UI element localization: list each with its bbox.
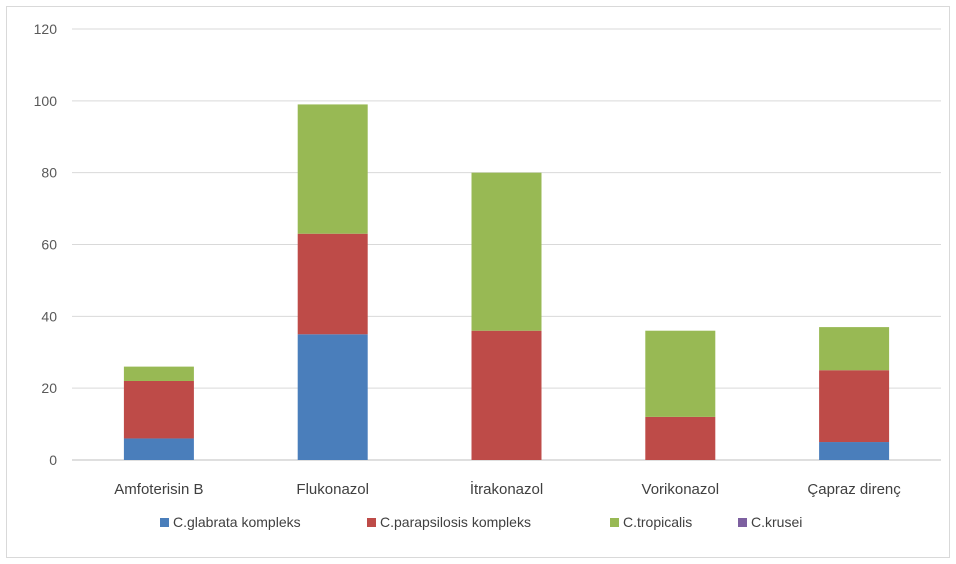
legend-swatch	[367, 518, 376, 527]
x-tick-label: İtrakonazol	[470, 480, 543, 498]
bar-segment	[297, 104, 368, 234]
legend-label: C.parapsilosis kompleks	[380, 514, 531, 530]
bar-segment	[123, 380, 194, 439]
y-tick-label: 40	[41, 308, 57, 324]
x-tick-label: Çapraz direnç	[807, 481, 901, 498]
legend-label: C.tropicalis	[623, 514, 692, 530]
y-tick-label: 60	[41, 237, 57, 253]
legend-label: C.krusei	[751, 514, 802, 530]
legend-swatch	[738, 518, 747, 527]
bar-segment	[819, 370, 890, 443]
bar-segment	[819, 442, 890, 460]
bar-segment	[819, 327, 890, 371]
y-tick-label: 80	[41, 165, 57, 181]
y-tick-label: 20	[41, 380, 57, 396]
legend-swatch	[610, 518, 619, 527]
bar-segment	[297, 334, 368, 460]
bar-segment	[297, 233, 368, 335]
legend-swatch	[160, 518, 169, 527]
bar-segment	[123, 366, 194, 381]
bar-segment	[123, 438, 194, 460]
y-tick-label: 120	[34, 21, 58, 37]
legend-label: C.glabrata kompleks	[173, 514, 301, 530]
bar-segment	[645, 330, 716, 417]
x-tick-label: Flukonazol	[296, 481, 369, 498]
bar-segment	[471, 172, 542, 331]
x-tick-label: Amfoterisin B	[114, 481, 203, 498]
y-tick-label: 0	[49, 452, 57, 468]
x-tick-label: Vorikonazol	[642, 481, 720, 498]
bar-segment	[645, 416, 716, 460]
y-tick-label: 100	[34, 93, 58, 109]
bar-segment	[471, 330, 542, 460]
